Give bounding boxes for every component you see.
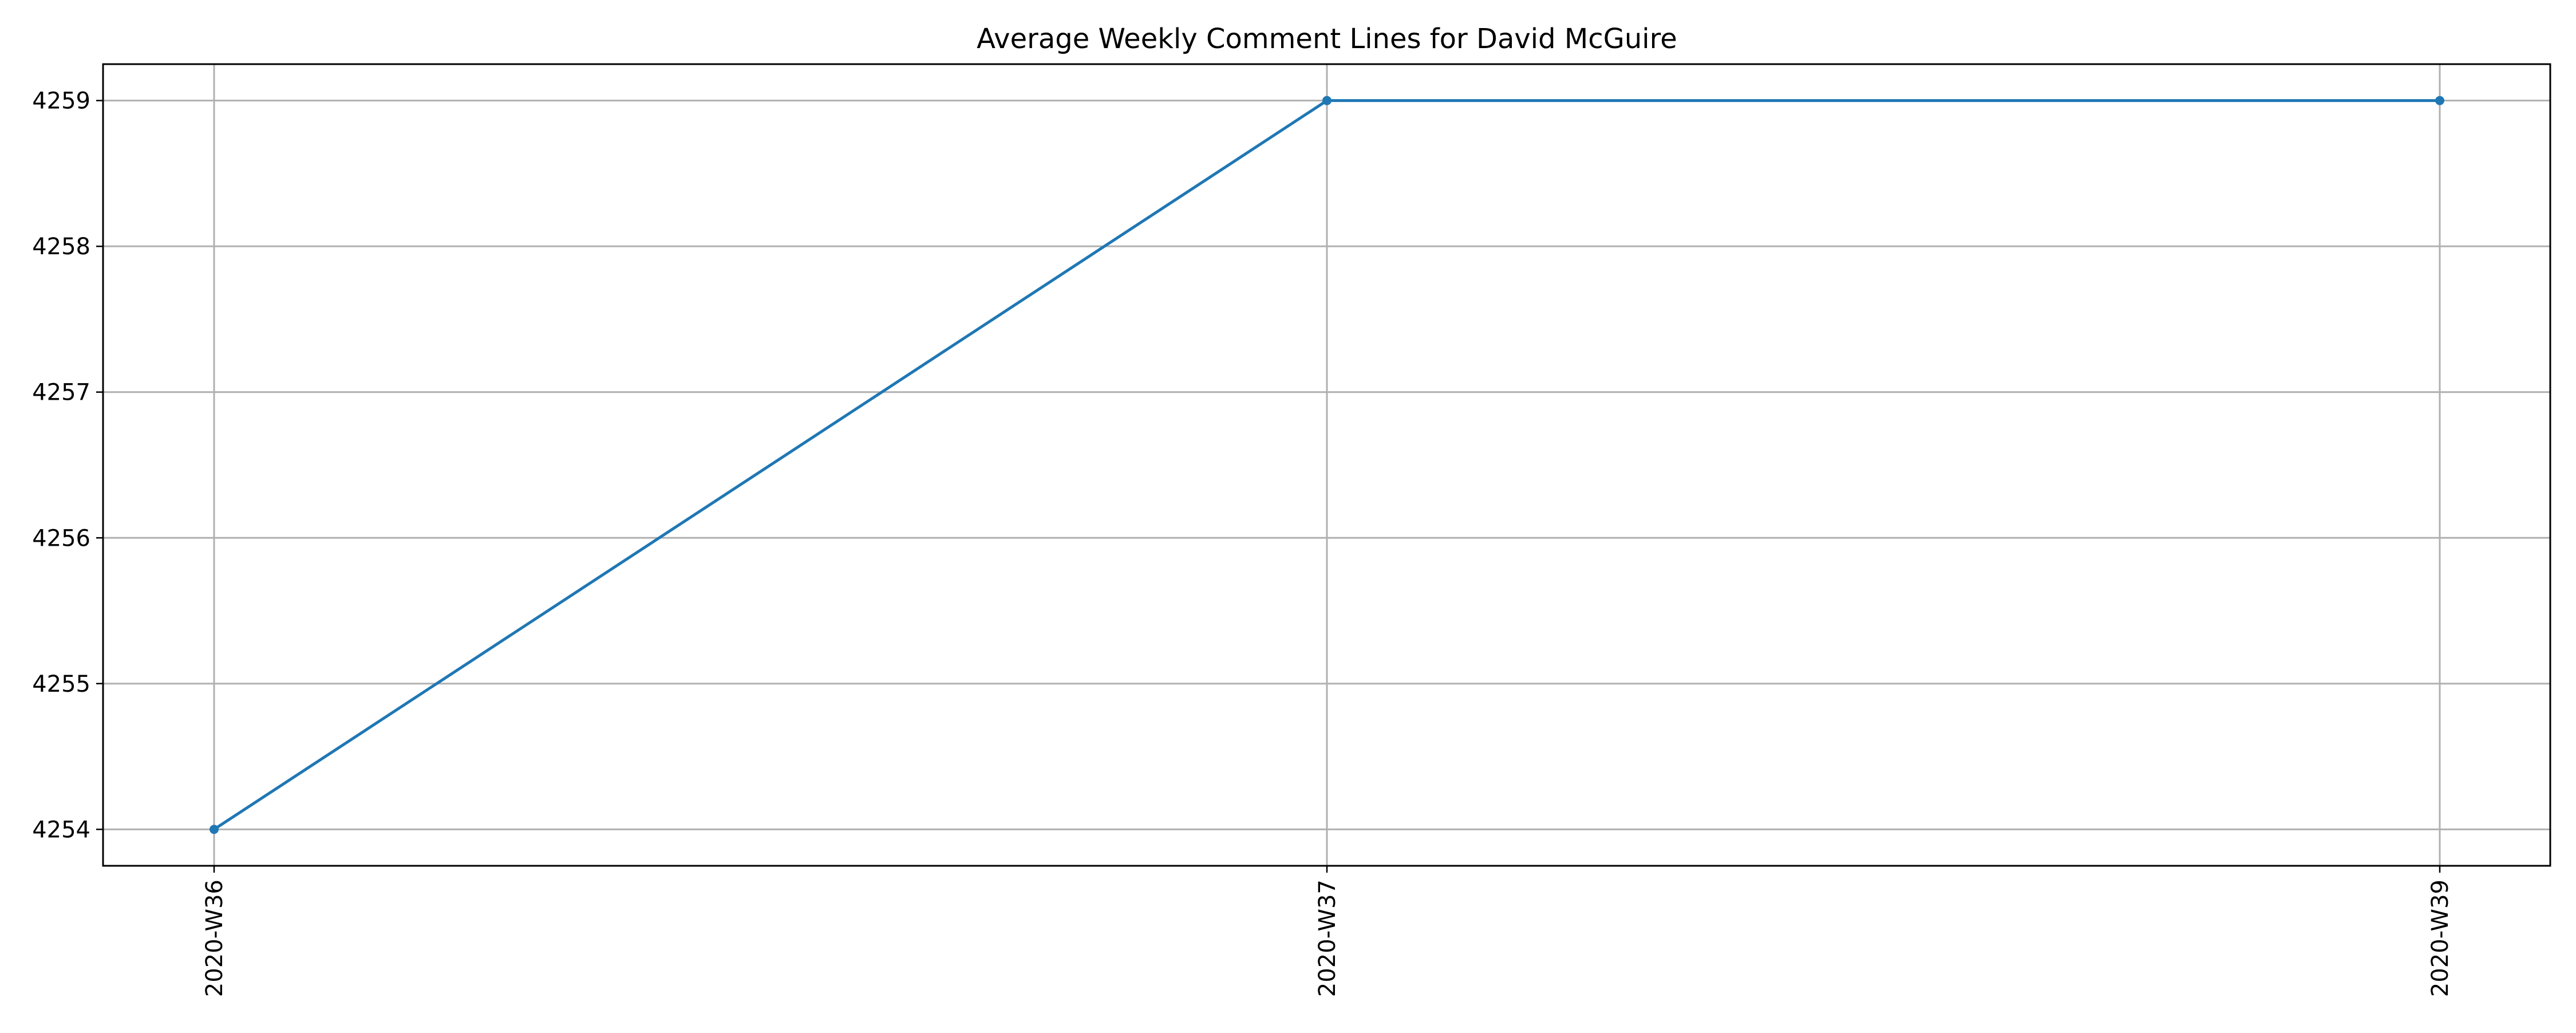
x-tick-label: 2020-W36: [202, 880, 228, 997]
data-point: [1322, 96, 1332, 105]
data-point: [210, 825, 219, 834]
series-layer: [210, 96, 2444, 834]
data-point: [2435, 96, 2444, 105]
y-tick-label: 4258: [32, 234, 90, 260]
y-tick-label: 4256: [32, 525, 90, 551]
x-tick-label: 2020-W39: [2427, 880, 2453, 997]
y-tick-label: 4259: [32, 88, 90, 115]
x-tick-label: 2020-W37: [1314, 880, 1341, 997]
y-tick-label: 4257: [32, 380, 90, 406]
y-tick-label: 4254: [32, 817, 90, 843]
chart-title: Average Weekly Comment Lines for David M…: [977, 23, 1677, 55]
y-axis: 4254 4255 4256 4257 4258 4259: [32, 88, 103, 843]
grid: [103, 64, 2550, 866]
y-tick-label: 4255: [32, 671, 90, 697]
x-axis: 2020-W36 2020-W37 2020-W39: [202, 866, 2453, 997]
